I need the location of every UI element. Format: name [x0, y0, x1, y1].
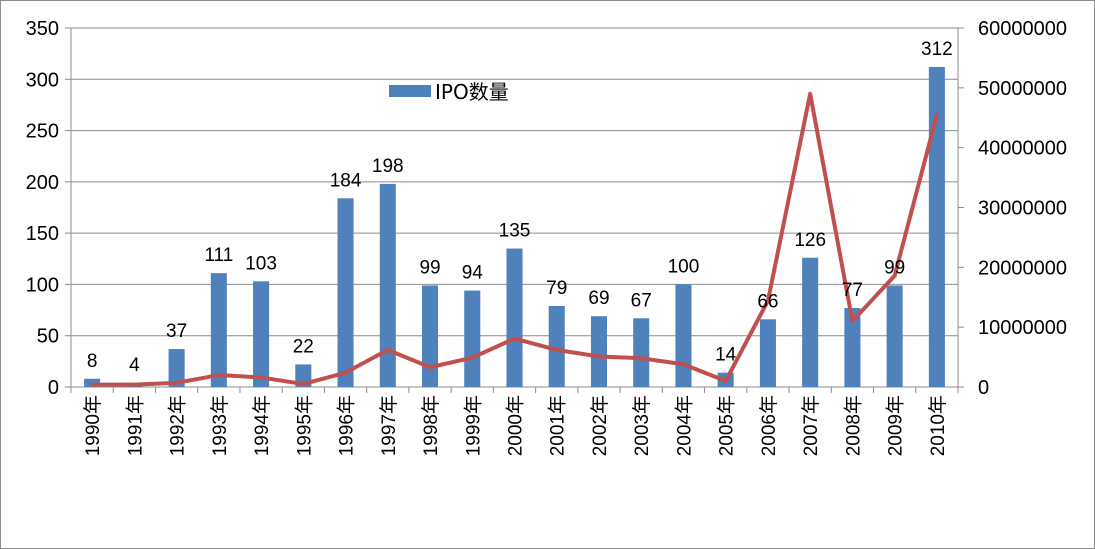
y-left-tick-label: 0	[48, 377, 59, 399]
bar-data-label: 126	[794, 230, 826, 251]
bar	[379, 183, 396, 387]
y-right-tick-label: 60000000	[978, 18, 1067, 40]
bar	[886, 285, 903, 387]
bar	[759, 319, 776, 387]
x-tick-label: 2002年	[589, 395, 611, 456]
y-right-tick-label: 50000000	[978, 78, 1067, 100]
x-tick-label: 1996年	[336, 395, 358, 456]
x-tick-label: 1999年	[462, 395, 484, 456]
x-tick-label: 1995年	[293, 395, 315, 456]
y-right-tick-label: 10000000	[978, 317, 1067, 339]
x-tick-label: 2003年	[631, 395, 653, 456]
bar	[506, 248, 523, 387]
bar-data-label: 94	[462, 263, 484, 284]
bar	[253, 281, 270, 387]
x-tick-label: 2010年	[927, 395, 949, 456]
bar-data-label: 66	[757, 291, 778, 312]
line-series	[90, 91, 939, 387]
legend-label: IPO数量	[435, 80, 509, 104]
bar	[590, 316, 608, 387]
legend-swatch	[389, 85, 431, 97]
y-left-tick-label: 250	[26, 121, 59, 143]
bar	[675, 284, 692, 387]
bar	[633, 318, 650, 387]
y-left-tick-label: 100	[26, 274, 59, 296]
bar	[421, 285, 439, 387]
y-right-tick-label: 30000000	[978, 198, 1067, 220]
y-right-tick-label: 20000000	[978, 257, 1067, 279]
x-tick-label: 1994年	[251, 395, 273, 456]
y-left-tick-label: 150	[26, 223, 59, 245]
bar-data-label: 111	[204, 245, 233, 266]
bar-data-label: 103	[245, 253, 277, 274]
x-tick-label: 1990年	[82, 395, 104, 456]
bar-data-label: 69	[588, 288, 609, 309]
y-right-tick-label: 0	[978, 377, 989, 399]
bar-data-label: 99	[884, 257, 905, 278]
bar	[844, 308, 861, 387]
y-left-tick-label: 200	[26, 172, 59, 194]
bar	[548, 305, 565, 387]
x-tick-label: 1991年	[124, 395, 146, 456]
x-tick-label: 2000年	[505, 395, 527, 456]
bar	[802, 257, 819, 387]
bar-data-label: 135	[499, 221, 531, 242]
bar-data-label: 67	[631, 290, 652, 311]
bar	[464, 290, 481, 387]
bar	[337, 198, 354, 387]
x-tick-label: 1998年	[420, 395, 442, 456]
x-tick-label: 2004年	[673, 395, 695, 456]
x-tick-label: 2006年	[758, 395, 780, 456]
bar-data-label: 312	[921, 39, 953, 60]
x-tick-label: 1993年	[209, 395, 231, 456]
bar-data-label: 8	[87, 351, 98, 372]
x-tick-label: 1992年	[167, 395, 189, 456]
bar-data-label: 37	[166, 321, 187, 342]
bar-data-label: 22	[293, 336, 314, 357]
x-tick-label: 2005年	[716, 395, 738, 456]
bar-data-label: 99	[419, 257, 440, 278]
y-left-tick-label: 50	[37, 326, 59, 348]
bar-data-label: 77	[842, 280, 863, 301]
x-tick-label: 2007年	[800, 395, 822, 456]
bar-data-label: 4	[129, 355, 140, 376]
bar	[928, 66, 945, 387]
bar-data-label: 79	[546, 278, 567, 299]
y-left-tick-label: 300	[26, 69, 59, 91]
bar	[168, 349, 185, 387]
x-tick-label: 2001年	[547, 395, 569, 456]
bar-data-label: 100	[668, 256, 700, 277]
x-tick-label: 1997年	[378, 395, 400, 456]
x-tick-label: 2008年	[842, 395, 864, 456]
x-tick-label: 2009年	[885, 395, 907, 456]
bar-data-label: 198	[372, 156, 404, 177]
y-right-tick-label: 40000000	[978, 138, 1067, 160]
bar-data-label: 184	[330, 170, 362, 191]
bar-data-label: 14	[715, 345, 737, 366]
y-left-tick-label: 350	[26, 18, 59, 40]
bar	[210, 273, 227, 387]
